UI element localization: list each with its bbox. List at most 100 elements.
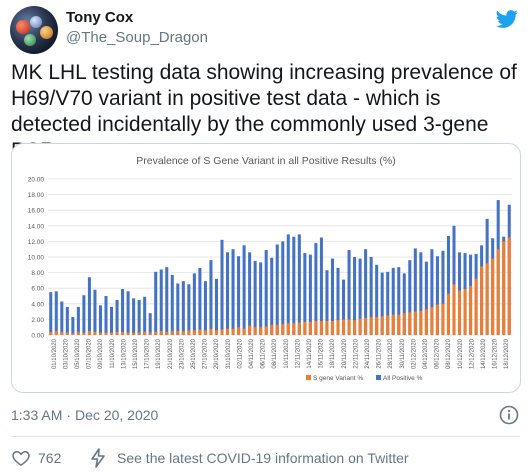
bar-s-gene-variant [452,284,456,335]
x-tick-label: 16/12/2020 [493,338,499,369]
tweet-timestamp[interactable]: 1:33 AM · Dec 20, 2020 [11,407,158,423]
bar-s-gene-variant [286,323,290,335]
bar-all-positive [198,267,202,335]
x-tick-label: 06/11/2020 [261,338,267,368]
bar-s-gene-variant [330,320,334,335]
bar-all-positive [419,252,423,335]
bar-s-gene-variant [148,332,152,335]
bar-all-positive [275,244,279,335]
bar-s-gene-variant [391,314,395,335]
bar-s-gene-variant [98,332,102,335]
x-tick-label: 14/11/2020 [307,338,313,368]
x-tick-label: 01/10/2020 [52,338,58,369]
bar-s-gene-variant [435,304,439,335]
bar-all-positive [137,299,141,335]
bar-all-positive [364,249,368,335]
bar-all-positive [259,262,263,335]
bar-s-gene-variant [342,319,346,335]
x-tick-label: 10/11/2020 [284,338,290,368]
bar-all-positive [209,260,213,335]
bar-all-positive [413,248,417,335]
bar-all-positive [203,281,207,335]
bar-s-gene-variant [154,331,158,335]
bar-all-positive [159,269,163,335]
bar-all-positive [308,254,312,335]
chart: Prevalence of S Gene Variant in all Posi… [28,155,512,382]
bar-s-gene-variant [474,278,478,335]
bar-s-gene-variant [507,237,511,335]
bar-all-positive [165,267,169,335]
tweet-date: Dec 20, 2020 [75,407,159,423]
bar-s-gene-variant [292,323,296,335]
bar-all-positive [49,292,53,335]
tweet-time: 1:33 AM [11,407,63,423]
tweet-media-chart[interactable]: Prevalence of S Gene Variant in all Posi… [11,143,521,393]
bar-s-gene-variant [248,325,252,335]
display-name[interactable]: Tony Cox [66,9,134,26]
bar-s-gene-variant [104,332,108,335]
bar-s-gene-variant [485,263,489,335]
bar-all-positive [435,256,439,335]
y-tick-label: 18.00 [28,192,45,199]
bar-s-gene-variant [87,331,91,335]
bar-all-positive [303,253,307,335]
bar-s-gene-variant [198,329,202,335]
bar-all-positive [132,298,136,335]
bar-all-positive [170,274,174,335]
bar-s-gene-variant [308,321,312,335]
bar-s-gene-variant [358,318,362,335]
bar-s-gene-variant [49,331,53,335]
bar-all-positive [286,234,290,335]
bar-s-gene-variant [458,290,462,335]
bar-s-gene-variant [424,309,428,335]
bar-all-positive [375,264,379,335]
x-tick-label: 18/11/2020 [330,338,336,368]
bar-s-gene-variant [76,331,80,335]
bar-all-positive [292,236,296,335]
bar-all-positive [281,241,285,335]
bar-s-gene-variant [209,328,213,335]
bar-all-positive [76,306,80,335]
bar-all-positive [93,289,97,335]
bar-s-gene-variant [159,331,163,335]
bar-all-positive [121,288,125,335]
chart-title: Prevalence of S Gene Variant in all Posi… [136,155,396,167]
bar-s-gene-variant [469,285,473,335]
bar-all-positive [270,257,274,335]
bar-s-gene-variant [165,331,169,335]
bar-s-gene-variant [93,331,97,335]
bar-s-gene-variant [314,320,318,335]
user-handle[interactable]: @The_Soup_Dragon [66,29,208,46]
twitter-bird-icon[interactable] [495,8,519,30]
heart-icon[interactable] [11,448,31,468]
like-count[interactable]: 762 [38,450,62,466]
y-tick-label: 0.00 [31,333,44,340]
bar-s-gene-variant [275,324,279,335]
bar-s-gene-variant [192,330,196,335]
x-tick-label: 04/11/2020 [249,338,255,368]
bar-s-gene-variant [375,317,379,335]
bar-s-gene-variant [347,319,351,335]
avatar[interactable] [10,6,58,54]
bar-s-gene-variant [121,331,125,335]
bar-all-positive [242,245,246,335]
bar-s-gene-variant [137,332,141,335]
x-tick-label: 28/11/2020 [388,338,394,368]
x-tick-label: 08/11/2020 [272,338,278,368]
bar-s-gene-variant [187,330,191,335]
info-icon[interactable] [499,405,519,425]
x-tick-label: 17/10/2020 [145,338,151,369]
x-tick-label: 12/11/2020 [295,338,301,368]
bar-s-gene-variant [170,331,174,335]
bar-s-gene-variant [369,317,373,335]
lightning-icon[interactable] [89,448,107,468]
x-tick-label: 29/10/2020 [214,338,220,369]
covid-info-link[interactable]: See the latest COVID-19 information on T… [117,450,409,466]
bar-s-gene-variant [226,328,230,335]
bar-s-gene-variant [353,320,357,335]
legend-label: S gene Variant % [313,375,363,382]
bar-s-gene-variant [386,315,390,335]
bar-all-positive [65,306,69,335]
bar-all-positive [126,291,130,335]
